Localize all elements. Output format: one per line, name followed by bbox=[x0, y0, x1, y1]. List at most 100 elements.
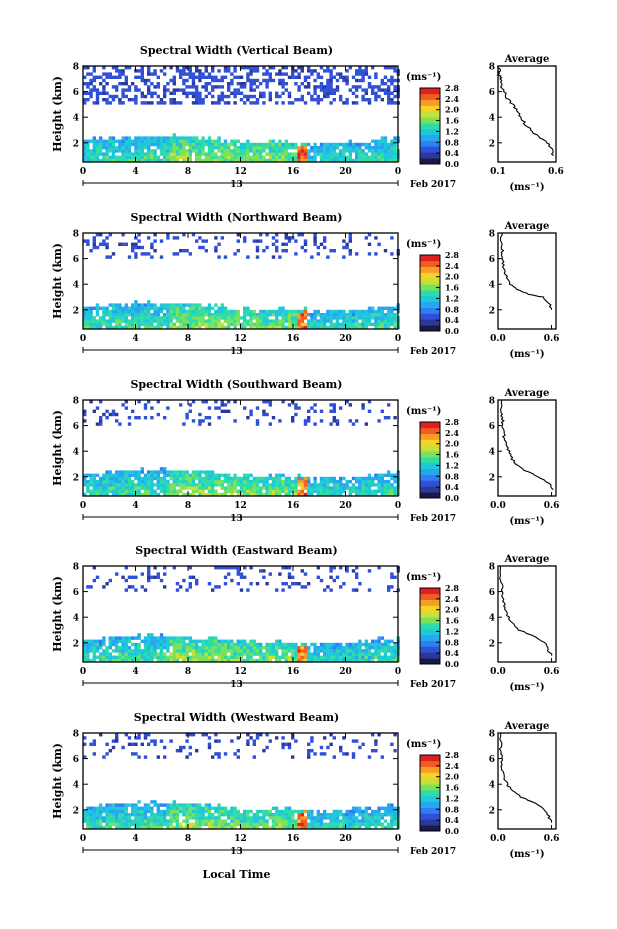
heatmap-cell bbox=[131, 470, 135, 474]
heatmap-cell bbox=[182, 642, 186, 647]
heatmap-cell bbox=[204, 816, 208, 820]
heatmap-cell bbox=[182, 82, 186, 86]
heatmap-cell bbox=[252, 155, 256, 159]
heatmap-cell bbox=[143, 476, 148, 481]
average-x-tick-label: 0.1 bbox=[490, 167, 506, 177]
heatmap-cell bbox=[191, 803, 196, 807]
heatmap-cell bbox=[291, 816, 295, 820]
heatmap-cell bbox=[150, 809, 154, 814]
heatmap-cell bbox=[275, 101, 279, 105]
heatmap-cell bbox=[329, 569, 333, 573]
heatmap-cell bbox=[262, 652, 266, 656]
heatmap-cell bbox=[230, 476, 234, 481]
heatmap-cell bbox=[374, 642, 378, 647]
heatmap-cell bbox=[153, 155, 157, 159]
heatmap-cell bbox=[265, 319, 269, 323]
heatmap-cell bbox=[236, 233, 240, 237]
heatmap-cell bbox=[339, 406, 343, 410]
heatmap-cell bbox=[227, 825, 231, 830]
colorbar-tick-label: 0.8 bbox=[445, 137, 459, 147]
heatmap-cell bbox=[89, 813, 93, 817]
heatmap-cell bbox=[156, 142, 160, 147]
heatmap-cell bbox=[355, 486, 359, 490]
heatmap-cell bbox=[339, 142, 343, 147]
heatmap-cell bbox=[86, 242, 90, 246]
heatmap-cell bbox=[294, 325, 298, 330]
heatmap-cell bbox=[380, 825, 384, 830]
heatmap-cell bbox=[262, 101, 266, 105]
colorbar-tick-label: 1.6 bbox=[445, 783, 459, 793]
heatmap-cell bbox=[121, 803, 125, 807]
heatmap-cell bbox=[351, 809, 356, 814]
heatmap-cell bbox=[367, 489, 372, 493]
heatmap-cell bbox=[137, 309, 141, 314]
heatmap-cell bbox=[246, 309, 250, 314]
colorbar-tick-label: 2.4 bbox=[445, 761, 459, 771]
heatmap-cell bbox=[390, 819, 394, 823]
heatmap-cell bbox=[214, 139, 218, 143]
heatmap-cell bbox=[143, 822, 148, 826]
heatmap-cell bbox=[191, 658, 196, 663]
heatmap-cell bbox=[156, 636, 160, 640]
heatmap-cell bbox=[246, 809, 250, 814]
heatmap-cell bbox=[332, 483, 336, 487]
heatmap-cell bbox=[268, 739, 272, 743]
heatmap-cell bbox=[351, 322, 356, 326]
heatmap-cell bbox=[111, 94, 116, 99]
heatmap-cell bbox=[175, 480, 180, 484]
heatmap-cell bbox=[390, 146, 394, 150]
heatmap-cell bbox=[182, 646, 186, 650]
heatmap-cell bbox=[153, 483, 157, 487]
heatmap-cell bbox=[179, 486, 183, 490]
colorbar-swatch bbox=[420, 790, 440, 797]
heatmap-cell bbox=[220, 152, 224, 156]
heatmap-cell bbox=[265, 69, 269, 73]
heatmap-cell bbox=[294, 655, 298, 659]
heatmap-cell bbox=[287, 476, 292, 481]
heatmap-cell bbox=[143, 588, 148, 592]
heatmap-cell bbox=[179, 803, 183, 807]
heatmap-cell bbox=[140, 142, 144, 147]
heatmap-cell bbox=[319, 489, 324, 493]
heatmap-cell bbox=[99, 476, 103, 481]
heatmap-cell bbox=[355, 566, 359, 570]
heatmap-cell bbox=[281, 78, 285, 83]
heatmap-cell bbox=[387, 158, 391, 163]
heatmap-cell bbox=[284, 582, 288, 586]
heatmap-cell bbox=[271, 813, 276, 817]
heatmap-cell bbox=[124, 652, 128, 656]
heatmap-cell bbox=[150, 813, 154, 817]
colorbar-swatch bbox=[420, 255, 440, 262]
heatmap-cell bbox=[140, 152, 144, 156]
heatmap-cell bbox=[316, 245, 320, 250]
heatmap-cell bbox=[188, 658, 192, 663]
heatmap-cell bbox=[150, 303, 154, 307]
heatmap-cell bbox=[271, 146, 276, 150]
heatmap-cell bbox=[319, 149, 324, 153]
heatmap-cell bbox=[339, 566, 343, 570]
heatmap-cell bbox=[374, 739, 378, 743]
heatmap-cell bbox=[121, 101, 125, 105]
heatmap-cell bbox=[182, 142, 186, 147]
heatmap-cell bbox=[233, 158, 237, 163]
heatmap-cell bbox=[233, 649, 237, 653]
heatmap-cell bbox=[329, 101, 333, 105]
heatmap-cell bbox=[239, 639, 244, 643]
heatmap-cell bbox=[358, 313, 362, 317]
heatmap-cell bbox=[281, 819, 285, 823]
heatmap-cell bbox=[335, 309, 340, 314]
heatmap-cell bbox=[281, 101, 285, 105]
heatmap-cell bbox=[361, 158, 365, 163]
heatmap-cell bbox=[204, 306, 208, 310]
heatmap-cell bbox=[252, 825, 256, 830]
heatmap-cell bbox=[143, 142, 148, 147]
heatmap-cell bbox=[92, 316, 96, 320]
heatmap-cell bbox=[99, 483, 103, 487]
heatmap-cell bbox=[179, 652, 183, 656]
heatmap-cell bbox=[342, 149, 346, 153]
heatmap-cell bbox=[115, 303, 119, 307]
heatmap-cell bbox=[217, 309, 221, 314]
heatmap-cell bbox=[310, 322, 314, 326]
heatmap-cell bbox=[339, 483, 343, 487]
heatmap-cell bbox=[332, 313, 336, 317]
